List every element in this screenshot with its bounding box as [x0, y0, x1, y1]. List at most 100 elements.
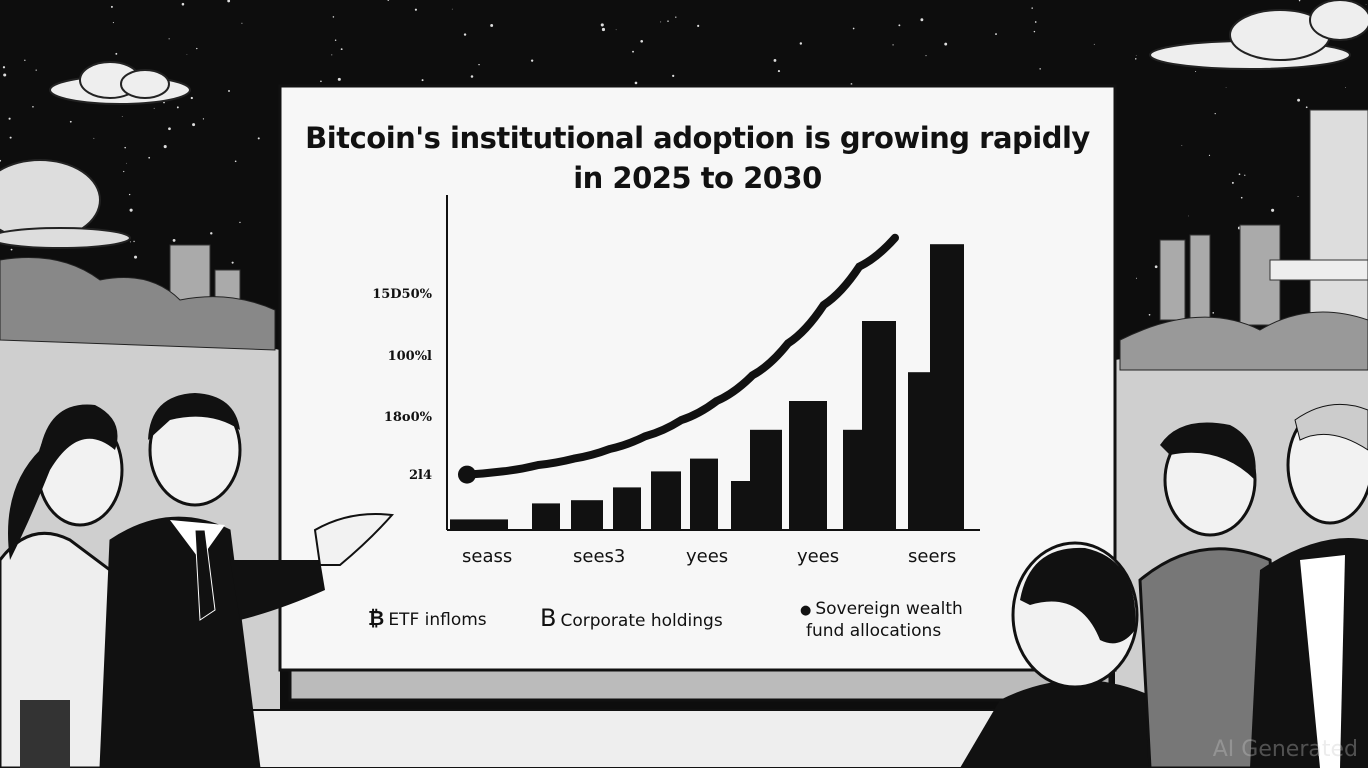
- star: [129, 241, 131, 243]
- star: [615, 29, 617, 31]
- stage-base: [288, 668, 1112, 702]
- bar: [862, 321, 896, 529]
- star: [421, 79, 424, 82]
- bar: [532, 503, 560, 529]
- bar: [750, 429, 782, 529]
- star: [334, 39, 337, 41]
- star: [32, 106, 34, 108]
- legend-label: Sovereign wealth: [815, 599, 963, 619]
- y-tick-label: 15D50%: [372, 287, 432, 302]
- slide-title: Bitcoin's institutional adoption is grow…: [280, 118, 1115, 198]
- star: [634, 81, 638, 85]
- star: [210, 232, 213, 235]
- star: [331, 54, 333, 56]
- star: [1297, 98, 1301, 102]
- star: [190, 96, 193, 100]
- bushes-left: [0, 257, 276, 351]
- star: [1305, 106, 1308, 109]
- star: [231, 261, 234, 264]
- star: [1297, 196, 1299, 198]
- star: [227, 0, 231, 3]
- presentation-board: [278, 84, 1117, 672]
- star: [1148, 313, 1151, 316]
- star: [387, 0, 390, 1]
- star: [995, 33, 997, 35]
- star: [1345, 86, 1347, 88]
- audience-man-right: [1138, 422, 1292, 768]
- star: [148, 156, 151, 159]
- star: [1135, 58, 1137, 60]
- star: [239, 221, 241, 224]
- star: [1135, 277, 1137, 279]
- legend-label: ETF infloms: [388, 610, 487, 630]
- star: [675, 16, 677, 18]
- coin-icon: ●: [800, 603, 812, 618]
- star: [332, 16, 335, 18]
- star: [0, 159, 2, 162]
- star: [1225, 86, 1227, 88]
- star: [1033, 30, 1036, 33]
- star: [8, 117, 11, 120]
- bushes-right: [1119, 311, 1368, 371]
- star: [2, 66, 6, 69]
- star: [121, 115, 123, 117]
- star: [1181, 145, 1183, 147]
- star: [601, 27, 606, 32]
- star: [134, 255, 138, 259]
- star: [9, 136, 12, 139]
- star: [186, 54, 188, 55]
- star: [672, 74, 675, 77]
- star: [1231, 181, 1234, 184]
- trend-line: [463, 233, 899, 479]
- star: [202, 118, 205, 120]
- cloud-right: [1149, 0, 1368, 70]
- x-tick-label: sees3: [573, 546, 626, 567]
- cloud-left: [49, 61, 191, 105]
- legend-label: Corporate holdings: [560, 611, 723, 631]
- bar: [651, 471, 681, 529]
- star: [852, 27, 855, 30]
- title-line-1: Bitcoin's institutional adoption is grow…: [305, 121, 1090, 155]
- star: [1093, 43, 1095, 45]
- star: [129, 208, 133, 212]
- star: [632, 50, 634, 53]
- star: [1188, 215, 1189, 217]
- audience-man-back: [960, 541, 1180, 768]
- star: [1271, 208, 1275, 212]
- star: [1298, 0, 1301, 2]
- legend-item-etf: ₿ ETF infloms: [368, 608, 487, 630]
- man-presenter: [99, 393, 395, 768]
- star: [892, 44, 894, 46]
- star: [153, 107, 155, 109]
- star: [414, 8, 417, 11]
- star: [1135, 55, 1137, 57]
- star: [257, 137, 260, 140]
- star: [1238, 173, 1241, 176]
- star: [3, 73, 7, 77]
- bar: [478, 519, 508, 529]
- star: [168, 38, 170, 40]
- star: [667, 20, 669, 22]
- city-skyline-right: [1159, 109, 1368, 331]
- bar: [930, 244, 964, 529]
- title-line-2: in 2025 to 2030: [573, 161, 822, 195]
- star: [10, 248, 13, 251]
- star: [110, 5, 113, 8]
- star: [337, 77, 341, 81]
- star: [1195, 71, 1197, 73]
- legend-item-corporate: B Corporate holdings: [540, 606, 723, 631]
- trend-start-point: [458, 465, 476, 484]
- star: [1208, 154, 1211, 156]
- star: [799, 42, 803, 45]
- star: [1034, 21, 1037, 23]
- bar: [690, 458, 718, 529]
- star: [228, 90, 230, 92]
- star: [35, 69, 37, 71]
- star: [93, 137, 95, 139]
- star: [463, 33, 467, 36]
- star: [234, 160, 237, 163]
- bar: [450, 519, 478, 529]
- star: [920, 18, 924, 22]
- star: [340, 48, 343, 51]
- star: [1240, 196, 1243, 199]
